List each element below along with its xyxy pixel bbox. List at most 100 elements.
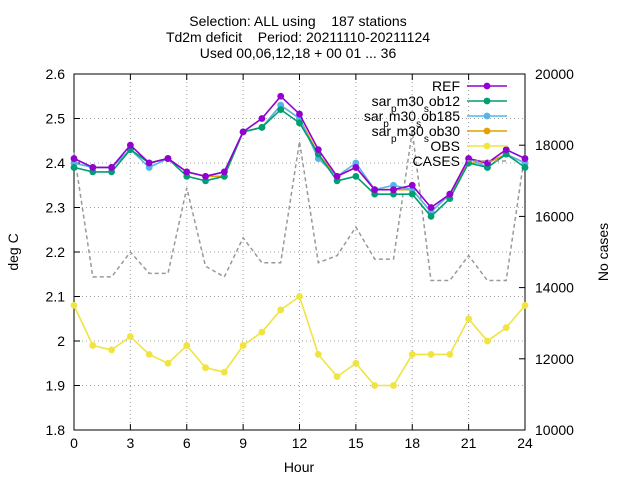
data-point-sar-pm30-sob12 bbox=[70, 164, 78, 171]
y2-tick-label: 12000 bbox=[535, 351, 574, 367]
data-point-obs bbox=[427, 350, 435, 358]
x-tick-label: 15 bbox=[348, 435, 364, 451]
legend-label: OBS bbox=[430, 138, 460, 154]
data-point-ref bbox=[258, 115, 266, 122]
title-line-2: Td2m deficit Period: 20211110-20211124 bbox=[166, 29, 430, 45]
data-point-sar-pm30-sob12 bbox=[408, 190, 416, 198]
data-point-ref bbox=[202, 172, 209, 180]
y-tick-label: 2.2 bbox=[46, 244, 66, 260]
y2-tick-labels: 10000 12000 14000 16000 18000 20000 bbox=[535, 66, 574, 438]
legend-item-cases: CASES bbox=[413, 153, 507, 169]
series-line-cases bbox=[73, 130, 526, 282]
series-ref bbox=[70, 92, 529, 211]
data-point-ref bbox=[164, 155, 172, 162]
data-point-ref bbox=[277, 92, 285, 100]
data-point-sar-pm30-sob12 bbox=[521, 164, 529, 171]
data-point-ref bbox=[296, 110, 303, 118]
legend-label: REF bbox=[432, 78, 460, 94]
data-point-ref bbox=[446, 190, 454, 198]
legend-item-sar-pm30-sob12: sarpm30sob12 bbox=[372, 93, 507, 115]
data-point-obs bbox=[521, 302, 529, 309]
data-point-obs bbox=[446, 350, 454, 358]
data-point-obs bbox=[352, 359, 360, 367]
legend-swatch-marker bbox=[483, 142, 491, 150]
y-tick-labels: 1.8 1.9 2 2.1 2.2 2.3 2.4 2.5 2.6 bbox=[46, 66, 66, 438]
data-point-obs bbox=[239, 342, 247, 349]
legend-item-sar-pm30-sob185: sarpm30sob185 bbox=[364, 108, 507, 130]
data-point-sar-pm30-sob12 bbox=[277, 106, 285, 113]
legend-swatch-marker bbox=[483, 112, 491, 120]
y-tick-label: 1.9 bbox=[46, 378, 66, 394]
y-tick-label: 1.8 bbox=[46, 422, 66, 438]
legend-label: sarpm30sob185 bbox=[364, 108, 460, 130]
data-point-ref bbox=[145, 159, 153, 167]
data-point-obs bbox=[70, 302, 78, 309]
legend-label: sarpm30sob30 bbox=[372, 123, 461, 145]
data-point-obs bbox=[314, 350, 322, 358]
data-point-obs bbox=[108, 346, 115, 354]
data-point-ref bbox=[352, 164, 360, 171]
data-point-obs bbox=[484, 337, 491, 345]
x-tick-label: 12 bbox=[292, 435, 308, 451]
data-point-obs bbox=[258, 328, 266, 336]
y-axis-label: deg C bbox=[5, 233, 21, 270]
chart-title: Selection: ALL using 187 stations Td2m d… bbox=[166, 13, 430, 61]
axis-ticks bbox=[73, 73, 526, 431]
data-point-obs bbox=[164, 359, 172, 367]
data-point-ref bbox=[70, 155, 78, 162]
legend-swatch-marker bbox=[483, 82, 491, 90]
data-point-sar-pm30-sob12 bbox=[427, 213, 435, 220]
title-line-1: Selection: ALL using 187 stations bbox=[189, 13, 406, 29]
legend-item-sar-pm30-sob30: sarpm30sob30 bbox=[372, 123, 507, 145]
data-point-ref bbox=[521, 155, 529, 162]
data-point-obs bbox=[145, 350, 153, 358]
x-tick-label: 3 bbox=[126, 435, 134, 451]
data-point-obs bbox=[202, 364, 209, 372]
data-point-ref bbox=[220, 168, 228, 176]
data-point-ref bbox=[502, 146, 510, 154]
series-obs bbox=[70, 293, 529, 389]
data-point-ref bbox=[239, 128, 247, 136]
data-point-obs bbox=[371, 382, 379, 389]
data-point-ref bbox=[126, 141, 134, 149]
title-line-3: Used 00,06,12,18 + 00 01 ... 36 bbox=[200, 45, 397, 61]
data-point-ref bbox=[89, 164, 97, 171]
data-point-obs bbox=[277, 306, 285, 314]
y-tick-label: 2.4 bbox=[46, 155, 66, 171]
legend-item-ref: REF bbox=[432, 78, 507, 94]
data-point-sar-pm30-sob12 bbox=[352, 172, 360, 180]
x-tick-label: 6 bbox=[183, 435, 191, 451]
data-point-obs bbox=[220, 368, 228, 376]
y-tick-label: 2.6 bbox=[46, 66, 66, 82]
data-point-obs bbox=[296, 293, 303, 300]
y-tick-label: 2.5 bbox=[46, 111, 66, 127]
x-tick-label: 21 bbox=[461, 435, 477, 451]
y2-tick-label: 10000 bbox=[535, 422, 574, 438]
data-point-obs bbox=[126, 333, 134, 340]
x-tick-label: 0 bbox=[70, 435, 78, 451]
x-tick-label: 24 bbox=[517, 435, 533, 451]
y-tick-label: 2.3 bbox=[46, 200, 66, 216]
series-layer bbox=[70, 92, 529, 389]
data-point-obs bbox=[502, 324, 510, 332]
x-tick-label: 18 bbox=[404, 435, 420, 451]
legend-label: sarpm30sob12 bbox=[372, 93, 461, 115]
y2-tick-label: 16000 bbox=[535, 208, 574, 224]
legend-item-obs: OBS bbox=[430, 138, 507, 154]
data-point-ref bbox=[314, 146, 322, 154]
x-axis-label: Hour bbox=[284, 459, 315, 475]
y2-axis-label: No cases bbox=[595, 223, 611, 281]
data-point-sar-pm30-sob12 bbox=[258, 124, 266, 131]
y2-tick-label: 18000 bbox=[535, 137, 574, 153]
legend-label: CASES bbox=[413, 153, 460, 169]
data-point-obs bbox=[408, 350, 416, 358]
data-point-ref bbox=[390, 186, 397, 194]
data-point-obs bbox=[333, 373, 341, 380]
data-point-ref bbox=[427, 204, 435, 211]
data-point-obs bbox=[183, 342, 191, 349]
x-tick-labels: 0 3 6 9 12 15 18 21 24 bbox=[70, 435, 533, 451]
legend-swatch-marker bbox=[483, 127, 491, 135]
y-tick-label: 2 bbox=[57, 333, 65, 349]
